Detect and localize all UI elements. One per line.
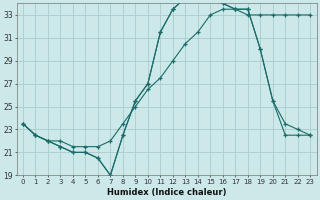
X-axis label: Humidex (Indice chaleur): Humidex (Indice chaleur): [107, 188, 226, 197]
